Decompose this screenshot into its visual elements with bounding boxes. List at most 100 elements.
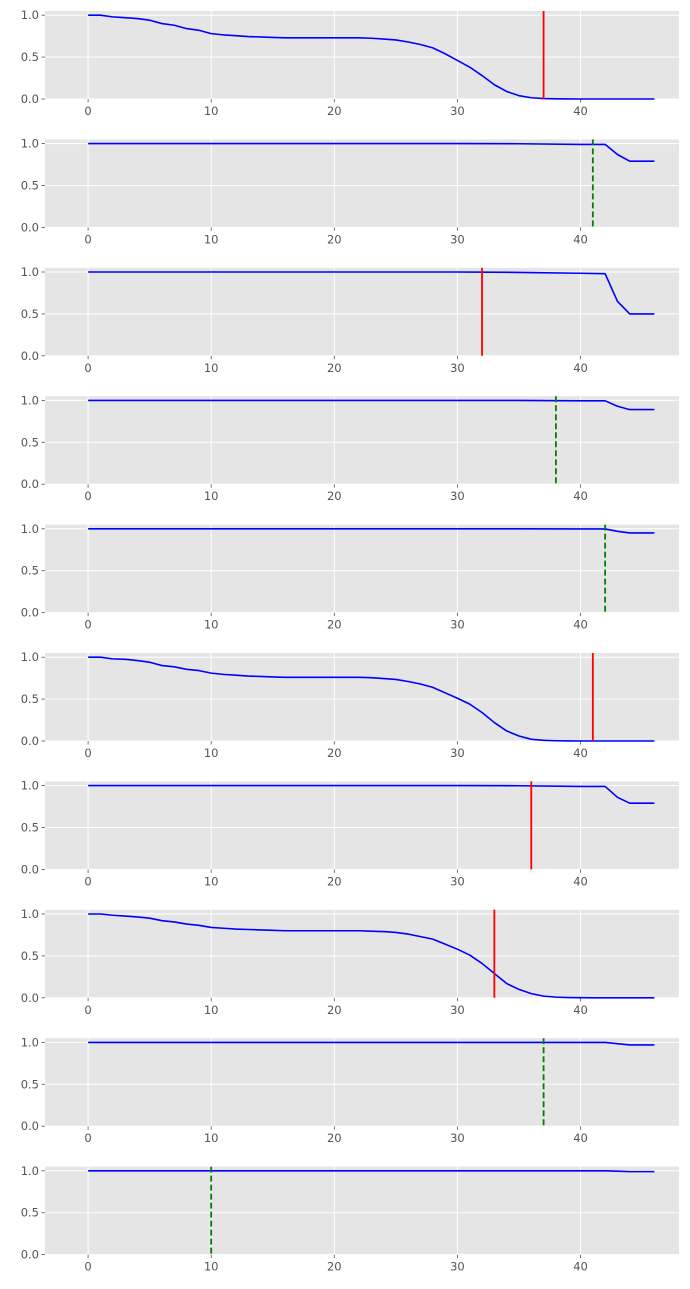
x-tick-label: 20 (327, 104, 342, 118)
x-tick-label: 10 (204, 618, 219, 632)
y-tick-label: 0.0 (21, 862, 39, 876)
y-tick-label: 0.0 (21, 606, 39, 620)
x-tick-label: 20 (327, 361, 342, 375)
x-tick-label: 10 (204, 1260, 219, 1274)
x-tick-label: 0 (84, 1003, 91, 1017)
x-tick-label: 10 (204, 361, 219, 375)
y-tick-label: 0.0 (21, 991, 39, 1005)
y-tick-label: 0.5 (21, 1077, 39, 1091)
y-tick-label: 1.0 (21, 1164, 39, 1178)
x-tick-label: 20 (327, 1003, 342, 1017)
x-tick-label: 0 (84, 361, 91, 375)
y-tick-label: 0.5 (21, 564, 39, 578)
series-line-1 (88, 656, 655, 742)
subplot-2: 0 10 20 30 40 0.0 0.5 1.0 (21, 137, 679, 246)
x-tick-label: 40 (573, 874, 588, 888)
plot-area (45, 267, 679, 356)
x-tick-label: 30 (450, 746, 465, 760)
plot-area (45, 396, 679, 485)
series-line-1 (88, 527, 655, 534)
series-line-1 (88, 913, 655, 999)
y-tick-label: 1.0 (21, 393, 39, 407)
subplot-4: 0 10 20 30 40 0.0 0.5 1.0 (21, 393, 679, 503)
x-tick-label: 20 (327, 232, 342, 246)
y-tick-label: 1.0 (21, 779, 39, 793)
plot-area (45, 781, 679, 870)
y-tick-label: 0.5 (21, 435, 39, 449)
y-tick-label: 0.0 (21, 92, 39, 106)
subplot-5: 0 10 20 30 40 0.0 0.5 1.0 (21, 522, 679, 632)
x-tick-label: 40 (573, 232, 588, 246)
y-tick-label: 0.0 (21, 477, 39, 491)
subplot-8: 0 10 20 30 40 0.0 0.5 1.0 (21, 907, 679, 1017)
x-tick-label: 30 (450, 1260, 465, 1274)
y-tick-label: 1.0 (21, 907, 39, 921)
x-tick-label: 40 (573, 1003, 588, 1017)
plot-area (45, 653, 679, 741)
subplot-10: 0 10 20 30 40 0.0 0.5 1.0 (21, 1164, 679, 1274)
x-tick-label: 30 (450, 232, 465, 246)
x-tick-label: 20 (327, 618, 342, 632)
subplot-3: 0 10 20 30 40 0.0 0.5 1.0 (21, 265, 679, 375)
x-tick-label: 20 (327, 489, 342, 503)
x-tick-label: 10 (204, 104, 219, 118)
y-tick-label: 0.5 (21, 1206, 39, 1220)
x-tick-label: 40 (573, 746, 588, 760)
y-tick-label: 0.5 (21, 692, 39, 706)
subplot-1: 0 10 20 30 40 0.0 0.5 1.0 (21, 8, 679, 118)
x-tick-label: 10 (204, 489, 219, 503)
y-tick-label: 0.5 (21, 50, 39, 64)
x-tick-label: 0 (84, 489, 91, 503)
x-tick-label: 30 (450, 874, 465, 888)
series-line-1 (88, 399, 655, 411)
x-tick-label: 0 (84, 746, 91, 760)
subplot-9: 0 10 20 30 40 0.0 0.5 1.0 (21, 1035, 679, 1145)
y-tick-label: 0.0 (21, 349, 39, 363)
x-tick-label: 40 (573, 489, 588, 503)
x-tick-label: 40 (573, 618, 588, 632)
x-tick-label: 30 (450, 618, 465, 632)
series-line-1 (88, 14, 655, 100)
y-tick-label: 0.5 (21, 949, 39, 963)
x-tick-label: 30 (450, 1131, 465, 1145)
x-tick-label: 20 (327, 1260, 342, 1274)
series-line-1 (88, 784, 655, 804)
x-tick-label: 20 (327, 1131, 342, 1145)
x-tick-label: 0 (84, 618, 91, 632)
plot-area (45, 1038, 679, 1127)
y-tick-label: 0.0 (21, 220, 39, 234)
y-tick-label: 0.0 (21, 734, 39, 748)
series-line-1 (88, 271, 655, 315)
plot-area (45, 11, 679, 99)
plot-area (45, 1166, 679, 1255)
subplot-6: 0 10 20 30 40 0.0 0.5 1.0 (21, 650, 679, 760)
plot-area (45, 909, 679, 998)
y-tick-label: 1.0 (21, 265, 39, 279)
y-tick-label: 1.0 (21, 137, 39, 151)
y-tick-label: 1.0 (21, 522, 39, 536)
x-tick-label: 10 (204, 1003, 219, 1017)
x-tick-label: 10 (204, 1131, 219, 1145)
x-tick-label: 0 (84, 1260, 91, 1274)
y-tick-label: 0.0 (21, 1248, 39, 1262)
x-tick-label: 40 (573, 361, 588, 375)
y-tick-label: 0.5 (21, 178, 39, 192)
y-tick-label: 1.0 (21, 650, 39, 664)
series-line-1 (88, 1169, 655, 1173)
x-tick-label: 40 (573, 1260, 588, 1274)
x-tick-label: 30 (450, 489, 465, 503)
y-tick-label: 0.0 (21, 1119, 39, 1133)
y-tick-label: 0.5 (21, 820, 39, 834)
x-tick-label: 10 (204, 746, 219, 760)
x-tick-label: 10 (204, 874, 219, 888)
x-tick-label: 0 (84, 104, 91, 118)
x-tick-label: 40 (573, 1131, 588, 1145)
x-tick-label: 0 (84, 1131, 91, 1145)
series-line-1 (88, 142, 655, 162)
x-tick-label: 30 (450, 104, 465, 118)
plot-area (45, 139, 679, 228)
plot-area (45, 524, 679, 613)
x-tick-label: 30 (450, 1003, 465, 1017)
series-line-1 (88, 1041, 655, 1046)
